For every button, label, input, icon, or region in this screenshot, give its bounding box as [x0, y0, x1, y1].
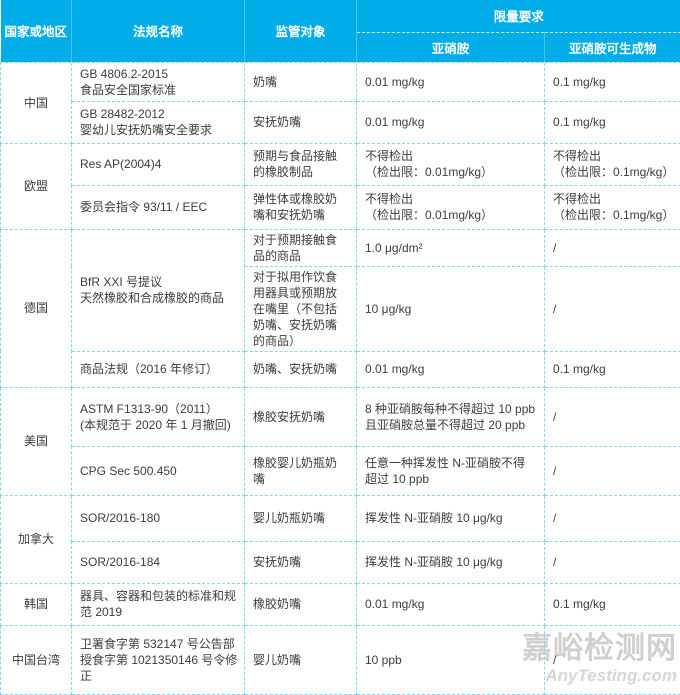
nitrosatable-limit-cell: /	[543, 445, 680, 496]
regulation-name-cell: 委员会指令 93/11 / EEC	[71, 184, 245, 230]
header-regulated-subject: 监管对象	[244, 0, 357, 62]
header-regulation-name: 法规名称	[71, 0, 245, 62]
header-country-region: 国家或地区	[0, 0, 72, 62]
header-nitrosatable-substances: 亚硝胺可生成物	[543, 32, 680, 62]
table-row: 美国 ASTM F1313-90（2011） (本规范于 2020 年 1 月撤回…	[0, 386, 680, 496]
subject-cell: 安抚奶嘴	[244, 100, 357, 144]
subject-cell: 橡胶婴儿奶瓶奶 嘴	[244, 445, 357, 496]
subject-cell: 婴儿奶嘴	[244, 624, 357, 695]
nitrosatable-limit-cell: 不得检出 （检出限：0.1mg/kg）	[543, 184, 680, 230]
nitrosatable-limit-cell: 0.1 mg/kg	[543, 100, 680, 144]
nitrosamine-limit-cell: 0.01 mg/kg	[356, 350, 545, 388]
subject-cell: 对于预期接触食 品的商品	[244, 228, 357, 267]
table-row: 对于拟用作饮食 用器具或预期放 在嘴里（不包括 奶嘴、安抚奶嘴 的商品） 10 μ…	[1, 265, 680, 352]
regulation-name-cell: SOR/2016-180	[71, 494, 245, 542]
table-row: 中国 GB 4806.2-2015 食品安全国家标准 奶嘴 0.01 mg/kg 0.1…	[0, 61, 680, 144]
nitrosatable-limit-cell: 0.1 mg/kg	[543, 61, 680, 102]
table-body: 中国 GB 4806.2-2015 食品安全国家标准 奶嘴 0.01 mg/kg 0.1…	[0, 61, 680, 695]
header-limit-requirements: 限量要求	[355, 0, 680, 33]
nitrosamine-limit-cell: 1.0 μg/dm²	[356, 228, 545, 267]
nitrosatable-limit-cell: /	[543, 540, 680, 584]
table-row: SOR/2016-184 安抚奶嘴 挥发性 N-亚硝胺 10 μg/kg /	[1, 540, 680, 584]
nitrosamine-limit-cell: 不得检出 （检出限：0.01mg/kg）	[356, 142, 545, 186]
country-cell: 欧盟	[0, 142, 72, 230]
table-row: 委员会指令 93/11 / EEC 弹性体或橡胶奶 嘴和安抚奶嘴 不得检出 （检出限…	[1, 184, 680, 230]
nitrosamine-limit-cell: 10 μg/kg	[356, 265, 545, 352]
nitrosamine-limit-cell: 任意一种挥发性 N-亚硝胺不得 超过 10 ppb	[356, 445, 545, 496]
nitrosatable-limit-cell: 0.1 mg/kg	[543, 582, 680, 626]
nitrosamine-limit-cell: 不得检出 （检出限：0.01mg/kg）	[356, 184, 545, 230]
nitrosamine-limit-cell: 10 ppb	[356, 624, 545, 695]
subject-cell: 安抚奶嘴	[244, 540, 357, 584]
table-row: CPG Sec 500.450 橡胶婴儿奶瓶奶 嘴任意一种挥发性 N-亚硝胺不得 …	[1, 445, 680, 496]
regulation-name-cell: SOR/2016-184	[71, 540, 245, 584]
table-row: 商品法规（2016 年修订） 奶嘴、安抚奶嘴 0.01 mg/kg 0.1 mg/kg	[1, 350, 680, 388]
country-cell: 德国	[0, 228, 72, 388]
nitrosamine-limit-cell: 0.01 mg/kg	[356, 100, 545, 144]
regulation-name-cell: ASTM F1313-90（2011） (本规范于 2020 年 1 月撤回)	[71, 386, 245, 447]
regulation-name-cell: BfR XXI 号提议 天然橡胶和合成橡胶的商品	[71, 228, 245, 352]
regulation-name-cell: Res AP(2004)4	[71, 142, 245, 186]
country-cell: 韩国	[0, 582, 72, 626]
table-row: 加拿大 SOR/2016-180 婴儿奶瓶奶嘴 挥发性 N-亚硝胺 10 μg/kg /	[0, 494, 680, 584]
country-cell: 加拿大	[0, 494, 72, 584]
subject-cell: 弹性体或橡胶奶 嘴和安抚奶嘴	[244, 184, 357, 230]
table-row: 欧盟 Res AP(2004)4 预期与食品接触 的橡胶制品 不得检出 （检出限：0.…	[0, 142, 680, 230]
subject-cell: 婴儿奶瓶奶嘴	[244, 494, 357, 542]
subject-cell: 预期与食品接触 的橡胶制品	[244, 142, 357, 186]
nitrosatable-limit-cell: /	[543, 494, 680, 542]
subject-cell: 橡胶安抚奶嘴	[244, 386, 357, 447]
nitrosamine-limit-cell: 8 种亚硝胺每种不得超过 10 ppb 且亚硝胺总量不得超过 20 ppb	[356, 386, 545, 447]
regulation-name-cell: GB 4806.2-2015 食品安全国家标准	[71, 61, 245, 102]
regulation-name-cell: GB 28482-2012 婴幼儿安抚奶嘴安全要求	[71, 100, 245, 144]
subject-cell: 橡胶奶嘴	[244, 582, 357, 626]
table-header: 国家或地区 法规名称 监管对象 限量要求 亚硝胺 亚硝胺可生成物	[0, 0, 680, 62]
subject-cell: 奶嘴、安抚奶嘴	[244, 350, 357, 388]
nitrosatable-limit-cell: 0.1 mg/kg	[543, 350, 680, 388]
regulation-name-cell: 卫署食字第 532147 号公告部 授食字第 1021350146 号令修 正	[71, 624, 245, 695]
nitrosatable-limit-cell: 不得检出 （检出限：0.1mg/kg）	[543, 142, 680, 186]
regulation-name-cell: 器具、容器和包装的标准和规 范 2019	[71, 582, 245, 626]
country-cell: 中国	[0, 61, 72, 144]
nitrosamine-limit-cell: 0.01 mg/kg	[356, 582, 545, 626]
subject-cell: 奶嘴	[244, 61, 357, 102]
nitrosamine-limit-cell: 0.01 mg/kg	[356, 61, 545, 102]
nitrosatable-limit-cell: /	[543, 386, 680, 447]
subject-cell: 对于拟用作饮食 用器具或预期放 在嘴里（不包括 奶嘴、安抚奶嘴 的商品）	[244, 265, 357, 352]
table-row: GB 28482-2012 婴幼儿安抚奶嘴安全要求 安抚奶嘴 0.01 mg/kg 0…	[1, 100, 680, 144]
table-row: 德国 BfR XXI 号提议 天然橡胶和合成橡胶的商品 对于预期接触食 品的商品 1.…	[0, 228, 680, 388]
regulation-name-cell: 商品法规（2016 年修订）	[71, 350, 245, 388]
nitrosatable-limit-cell: /	[543, 265, 680, 352]
table-row: 韩国 器具、容器和包装的标准和规 范 2019 橡胶奶嘴 0.01 mg/kg 0.1 …	[0, 582, 680, 626]
country-cell: 美国	[0, 386, 72, 496]
nitrosatable-limit-cell: /	[543, 624, 680, 695]
header-nitrosamine: 亚硝胺	[356, 32, 545, 62]
nitrosamine-limit-cell: 挥发性 N-亚硝胺 10 μg/kg	[356, 540, 545, 584]
nitrosatable-limit-cell: /	[543, 228, 680, 267]
nitrosamine-limit-cell: 挥发性 N-亚硝胺 10 μg/kg	[356, 494, 545, 542]
table-row: 中国台湾 卫署食字第 532147 号公告部 授食字第 1021350146 号令…	[0, 624, 680, 695]
country-cell: 中国台湾	[0, 624, 72, 695]
regulation-name-cell: CPG Sec 500.450	[71, 445, 245, 496]
